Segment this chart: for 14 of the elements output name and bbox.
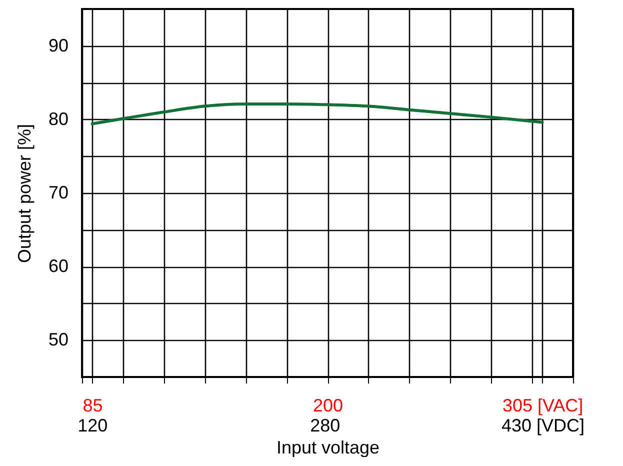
y-tick-label: 60: [48, 256, 68, 276]
y-tick-label: 80: [48, 108, 68, 129]
x-axis-title: Input voltage: [276, 438, 380, 458]
line-series: [90, 102, 544, 126]
y-axis-title: Output power [%]: [14, 124, 34, 264]
x-tick-label: 85: [82, 396, 103, 416]
y-tick-label: 70: [48, 182, 68, 202]
y-tick-label: 50: [48, 330, 68, 350]
x-tick-label: 200: [312, 396, 344, 416]
x-tick-label: 305 [VAC]: [502, 396, 584, 416]
x2-tick-label: 280: [310, 416, 340, 436]
y-tick-label: 90: [48, 35, 68, 56]
x2-tick-label: 120: [78, 416, 108, 436]
x2-tick-label: 430 [VDC]: [501, 416, 585, 436]
